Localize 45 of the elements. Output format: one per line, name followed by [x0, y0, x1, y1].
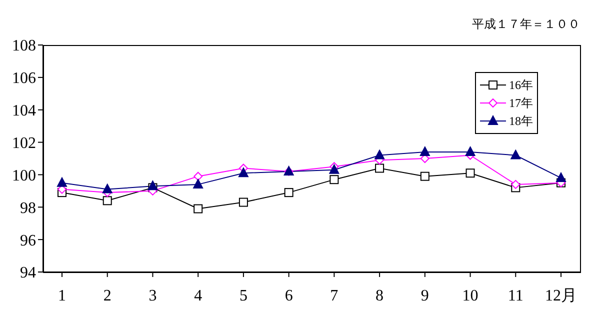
- x-tick-label: 9: [420, 287, 429, 304]
- point: [375, 164, 384, 173]
- point: [57, 177, 67, 187]
- point: [466, 168, 475, 178]
- x-tick-label: 3: [148, 287, 157, 304]
- point: [194, 172, 203, 181]
- point: [238, 198, 248, 207]
- point: [510, 150, 521, 160]
- point: [420, 146, 430, 156]
- x-tick-label: 8: [376, 287, 384, 304]
- y-tick-label: 106: [12, 70, 36, 88]
- point: [330, 175, 339, 184]
- legend-label: 18年: [509, 112, 533, 130]
- point: [193, 178, 204, 188]
- point: [102, 184, 112, 194]
- y-tick-label: 94: [20, 264, 36, 282]
- x-tick-label: 1: [58, 287, 66, 304]
- x-tick-label: 2: [103, 287, 112, 304]
- point: [238, 168, 248, 178]
- y-tick-label: 96: [20, 232, 36, 250]
- x-tick-label: 10: [462, 287, 478, 304]
- y-tick-label: 98: [20, 200, 36, 217]
- y-tick-label: 100: [12, 167, 36, 184]
- y-tick-label: 108: [12, 38, 36, 55]
- point: [148, 180, 158, 190]
- point: [420, 172, 430, 181]
- legend-label: 17年: [509, 94, 533, 112]
- legend-label: 16年: [509, 76, 533, 94]
- point: [329, 164, 340, 174]
- point: [102, 196, 112, 206]
- point: [511, 180, 520, 189]
- point: [194, 204, 203, 214]
- point: [556, 172, 566, 182]
- point: [284, 188, 294, 198]
- x-tick-label: 12月: [545, 287, 577, 304]
- x-tick-label: 6: [284, 287, 293, 304]
- text: 平成１７年＝１００: [472, 16, 580, 33]
- x-tick-label: 4: [194, 287, 202, 304]
- x-tick-label: 11: [508, 287, 524, 304]
- y-tick-label: 102: [12, 134, 36, 152]
- y-tick-label: 104: [12, 102, 36, 120]
- x-tick-label: 5: [239, 287, 248, 304]
- point: [465, 146, 476, 156]
- x-tick-label: 7: [330, 287, 338, 304]
- point: [374, 150, 385, 160]
